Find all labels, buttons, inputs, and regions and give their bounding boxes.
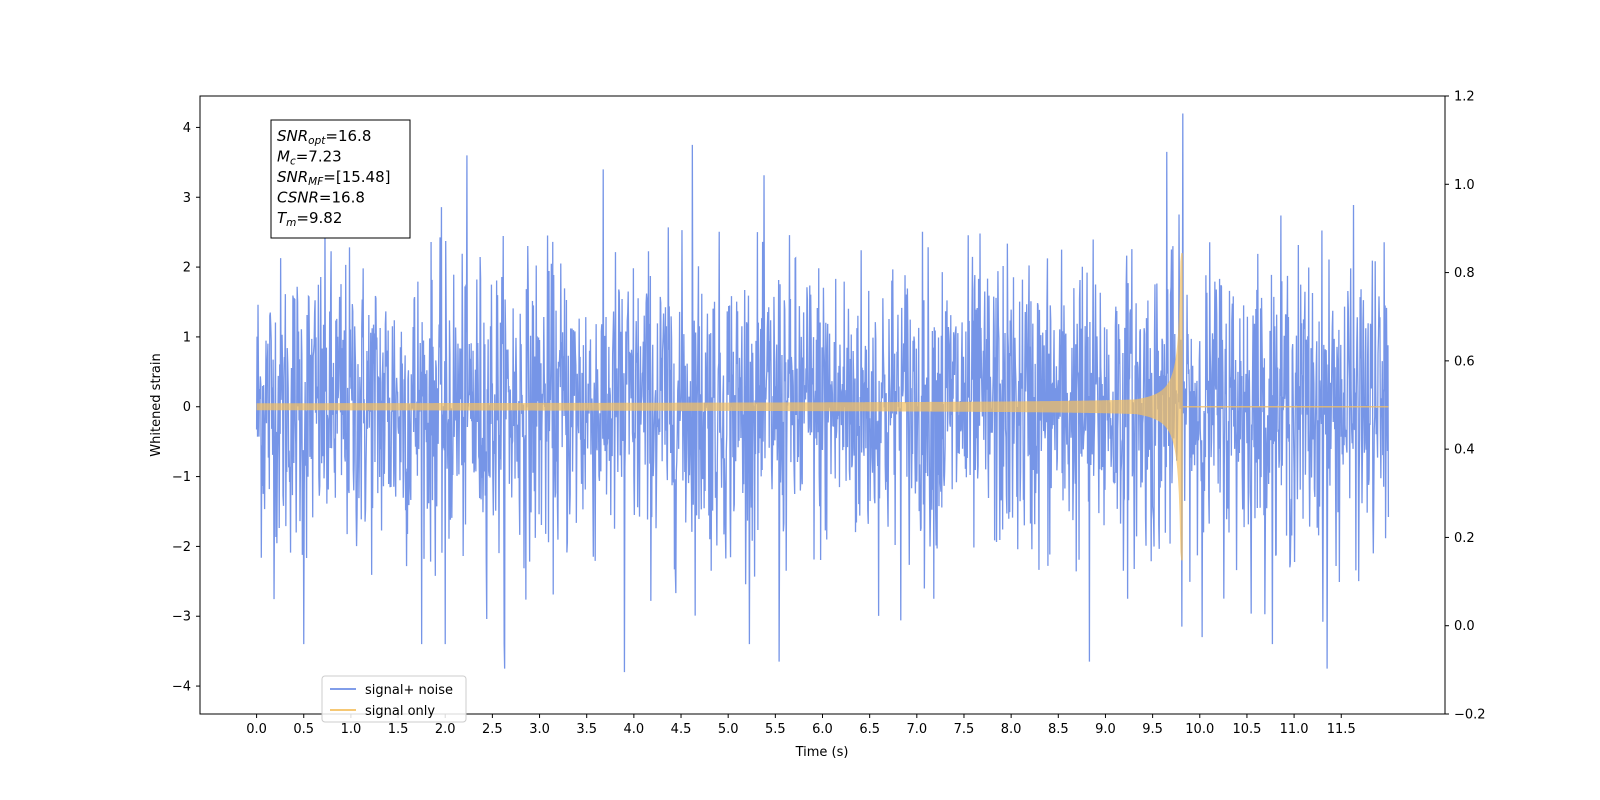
x-tick-label: 3.0 [529,722,550,737]
x-tick-label: 6.0 [812,722,833,737]
x-tick-label: 0.0 [246,722,267,737]
plot-area [255,113,1390,673]
x-tick-label: 7.5 [954,722,975,737]
series-line-signal-noise [255,113,1390,673]
x-axis: 0.0 0.5 1.0 1.5 2.0 2.5 3.0 3.5 4.0 4.5 5.0 5.5 6.0 6… [246,714,1356,737]
legend-label-signal-noise: signal+ noise [365,683,453,698]
x-tick-label: 6.5 [859,722,880,737]
y2-tick-label: 0.0 [1454,619,1475,634]
y-tick-label: −2 [172,540,191,555]
legend-frame [321,675,467,723]
y2-tick-label: −0.2 [1454,708,1486,723]
y2-tick-label: 0.2 [1454,531,1475,546]
y-tick-label: −3 [172,610,191,625]
y-tick-label: 3 [183,191,191,206]
series-layer [255,113,1390,673]
y-tick-label: −4 [172,680,191,695]
y2-tick-label: 0.6 [1454,354,1475,369]
x-tick-label: 11.5 [1327,722,1356,737]
annotation-line: Mc=7.23 [277,148,342,168]
y-axis-label: Whitened strain [149,353,164,456]
y-tick-label: 1 [183,330,191,345]
legend: signal+ noise signal only [321,675,467,723]
y-tick-label: 4 [183,121,191,136]
x-tick-label: 2.0 [435,722,456,737]
x-tick-label: 9.0 [1095,722,1116,737]
x-tick-label: 7.0 [906,722,927,737]
x-tick-label: 5.0 [718,722,739,737]
y-tick-label: 2 [183,261,191,276]
x-tick-label: 4.5 [671,722,692,737]
y2-axis: −0.2 0.0 0.2 0.4 0.6 0.8 1.0 1.2 [1445,90,1486,723]
legend-label-signal-only: signal only [365,704,435,719]
y-tick-label: 0 [183,400,191,415]
x-axis-label: Time (s) [795,745,849,760]
y2-tick-label: 1.2 [1454,90,1475,105]
annotation-line: SNRMF=[15.48] [277,168,391,188]
series-area-signal-only [256,253,1183,561]
x-tick-label: 10.5 [1232,722,1261,737]
x-tick-label: 1.5 [388,722,409,737]
x-tick-label: 10.0 [1185,722,1214,737]
x-tick-label: 8.5 [1048,722,1069,737]
x-tick-label: 5.5 [765,722,786,737]
y2-tick-label: 0.4 [1454,443,1475,458]
x-tick-label: 4.0 [624,722,645,737]
x-tick-label: 2.5 [482,722,503,737]
annotation-line: Tm=9.82 [277,209,342,229]
y-tick-label: −1 [172,470,191,485]
x-tick-label: 0.5 [293,722,314,737]
x-tick-label: 3.5 [576,722,597,737]
y2-tick-label: 0.8 [1454,266,1475,281]
y2-tick-label: 1.0 [1454,178,1475,193]
x-tick-label: 9.5 [1142,722,1163,737]
annotation-frame [270,119,411,239]
stats-annotation-box: SNRopt=16.8Mc=7.23SNRMF=[15.48]CSNR=16.8… [270,119,411,239]
x-tick-label: 11.0 [1280,722,1309,737]
annotation-line: CSNR=16.8 [277,189,365,207]
x-tick-label: 8.0 [1001,722,1022,737]
y-axis: −4 −3 −2 −1 0 1 2 3 4 [172,121,200,695]
x-tick-label: 1.0 [341,722,362,737]
annotation-line: SNRopt=16.8 [277,127,371,147]
